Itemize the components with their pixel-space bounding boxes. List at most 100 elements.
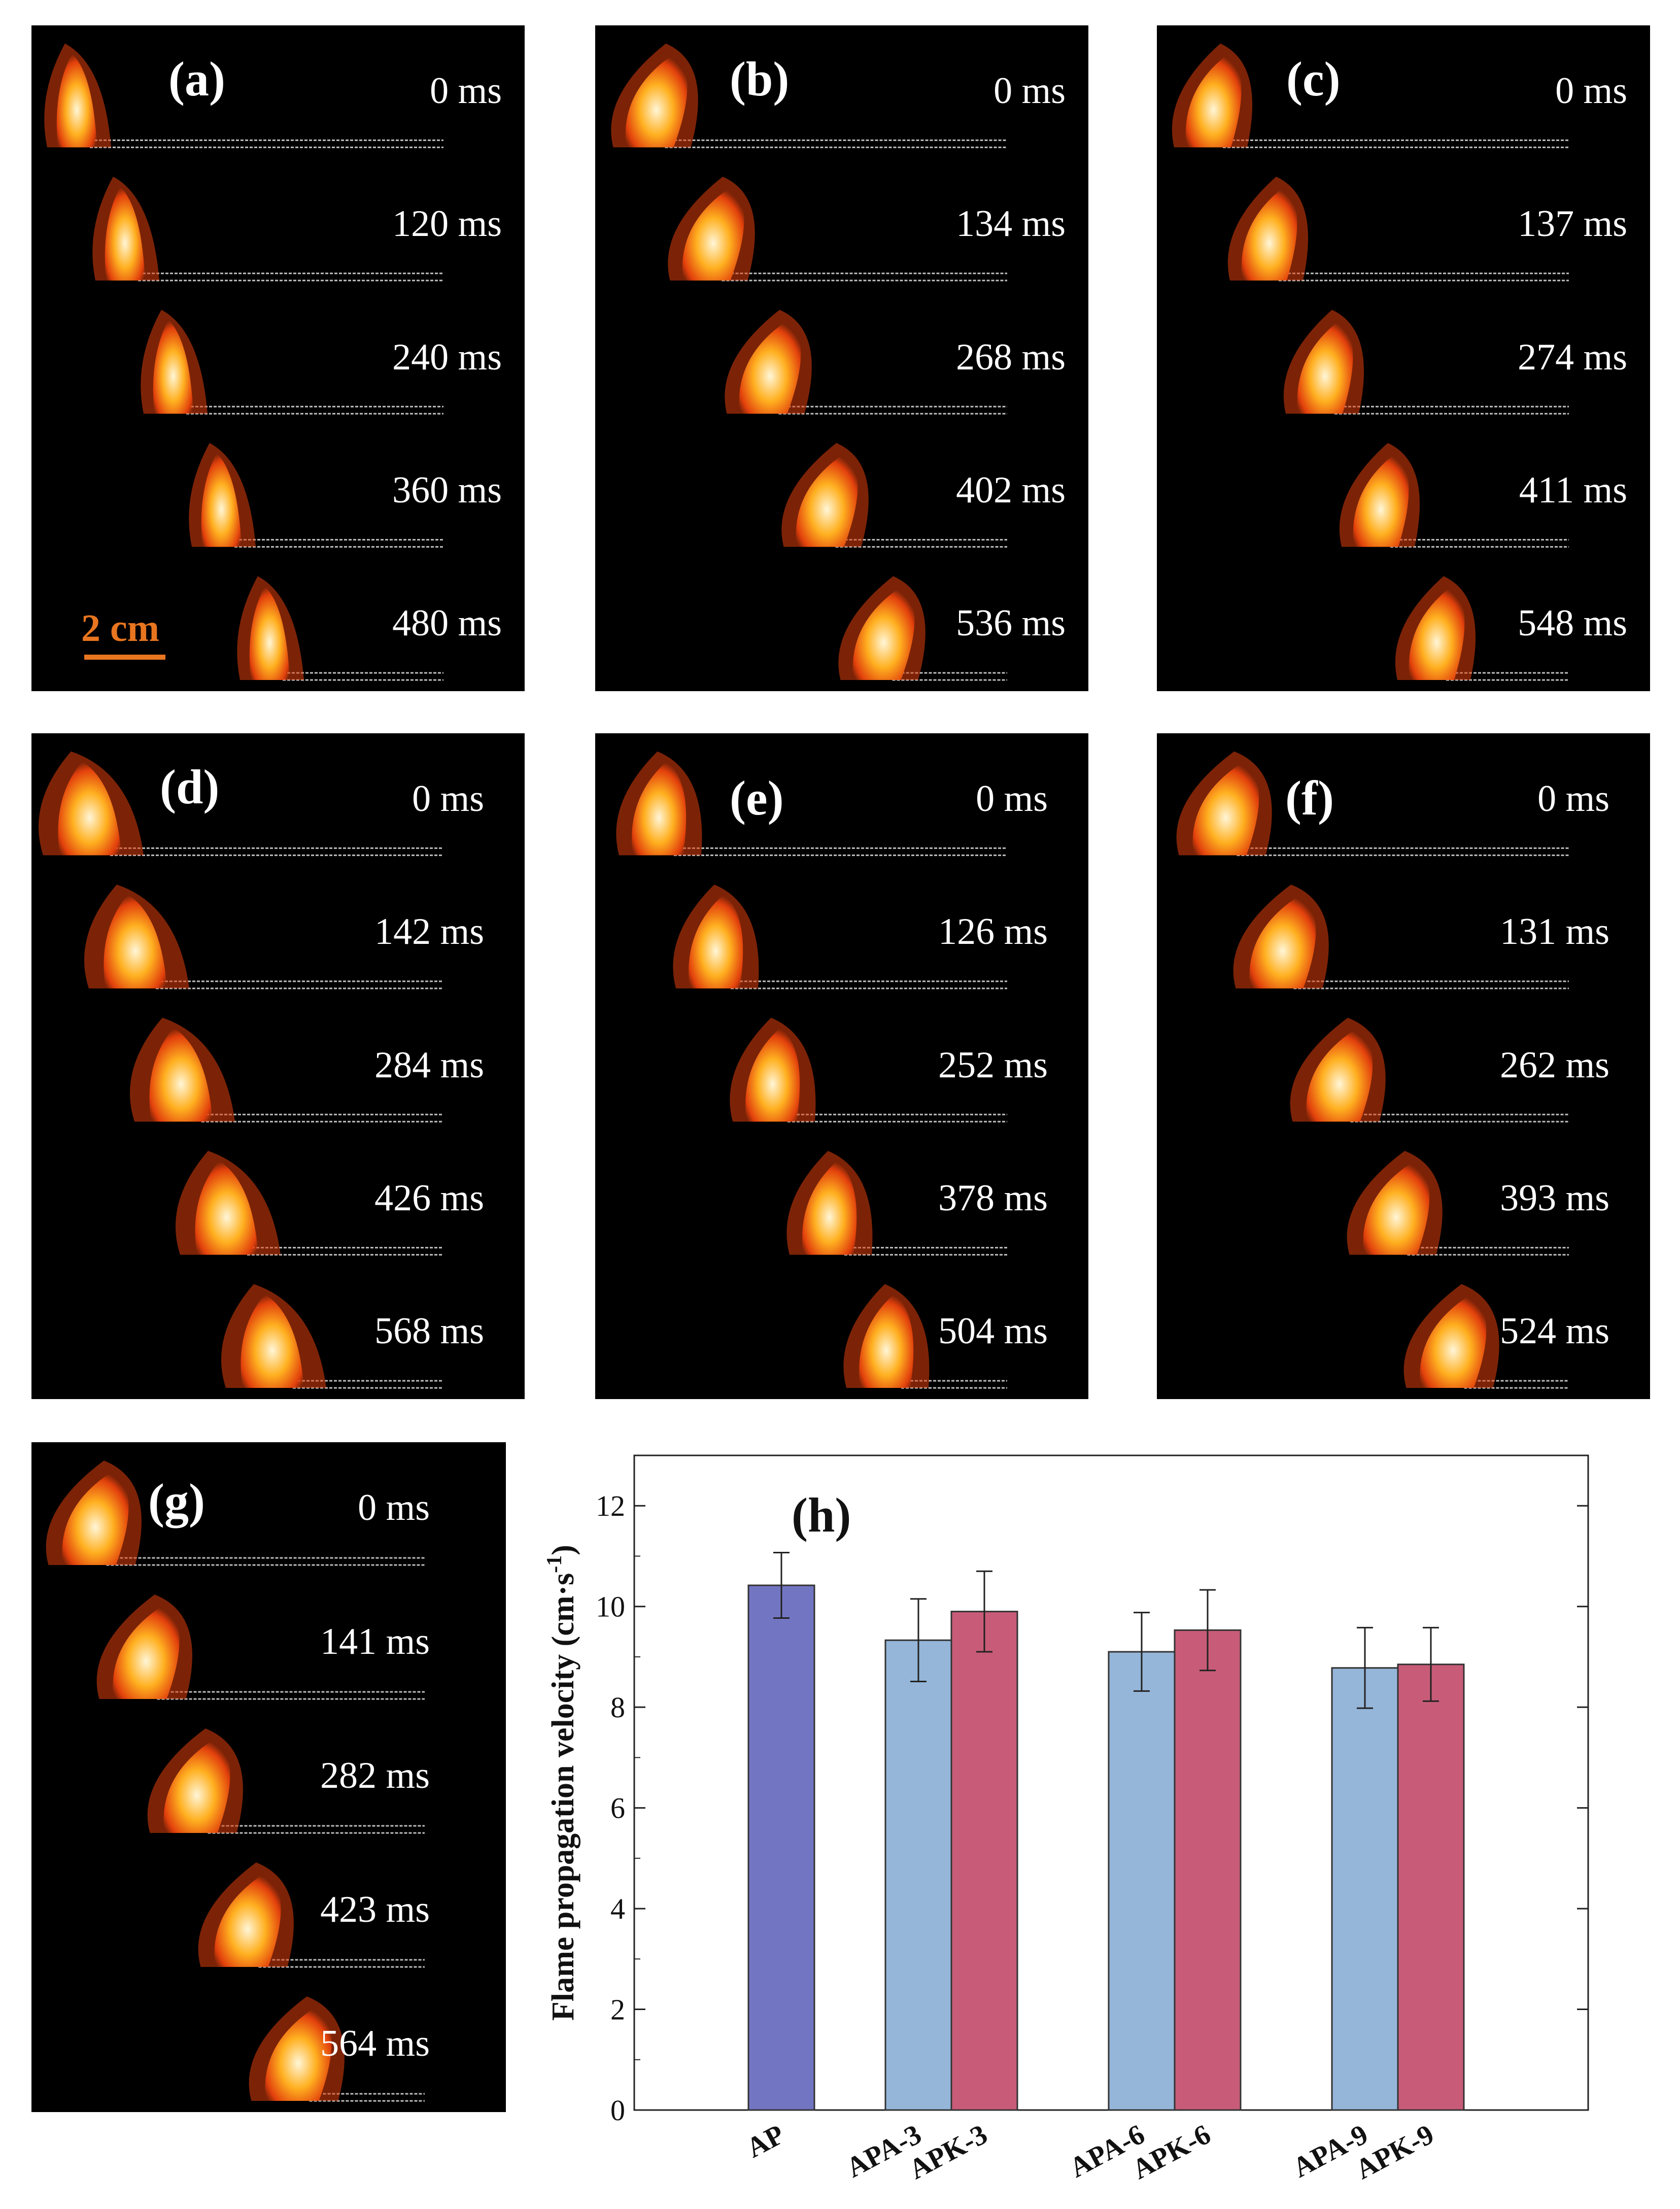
flame-panel-f: (f) 0 ms 131 ms 262 ms 393 ms 524 ms — [1157, 733, 1650, 1399]
time-label: 268 ms — [956, 336, 1066, 378]
flame-panel-a: (a) 0 ms 120 ms 240 ms 360 ms 480 ms 2 cm — [31, 25, 525, 691]
time-label: 0 ms — [1537, 777, 1609, 820]
flame-core — [1297, 320, 1353, 414]
time-label: 568 ms — [374, 1310, 484, 1352]
time-label: 126 ms — [938, 911, 1048, 953]
bar-ap — [747, 1584, 815, 2111]
time-label: 0 ms — [1555, 70, 1627, 112]
y-tick-label: 10 — [596, 1590, 625, 1623]
flame-core — [249, 586, 290, 680]
time-label: 524 ms — [1500, 1310, 1609, 1352]
flame-panel-g: (g) 0 ms 141 ms 282 ms 423 ms 564 ms — [31, 1442, 506, 2112]
flame-core — [195, 1161, 258, 1255]
panel-letter: (e) — [730, 771, 784, 825]
flame-core — [105, 187, 145, 281]
flame-core — [745, 1028, 800, 1122]
flame-panel-d: (d) 0 ms 142 ms 284 ms 426 ms 568 ms — [31, 733, 525, 1399]
flame-core — [1192, 761, 1259, 856]
flame-core — [58, 761, 121, 856]
scale-bar — [84, 655, 165, 660]
flame-core — [62, 1471, 129, 1565]
flame-core — [739, 320, 801, 414]
time-label: 564 ms — [320, 2023, 430, 2065]
y-tick-label: 2 — [610, 1993, 625, 2026]
flame-core — [1306, 1028, 1373, 1122]
time-label: 141 ms — [320, 1621, 430, 1663]
x-tick-label: AP — [741, 2119, 790, 2164]
time-label: 480 ms — [392, 602, 502, 644]
flame-core — [1409, 586, 1465, 680]
panel-letter: (b) — [730, 52, 790, 106]
time-label: 548 ms — [1518, 602, 1627, 644]
time-label: 0 ms — [430, 70, 502, 112]
time-label: 411 ms — [1519, 469, 1627, 512]
flame-core — [859, 1294, 914, 1388]
flame-core — [1363, 1161, 1430, 1255]
flame-core — [201, 453, 242, 547]
time-label: 142 ms — [374, 911, 484, 953]
flame-core — [241, 1294, 304, 1388]
flame-sequence-graphic — [39, 751, 443, 1389]
flame-core — [265, 2007, 332, 2101]
time-label: 131 ms — [1500, 911, 1609, 953]
time-label: 137 ms — [1518, 203, 1627, 245]
flame-core — [689, 895, 743, 989]
time-label: 504 ms — [938, 1310, 1048, 1352]
panel-letter: (d) — [160, 760, 220, 814]
y-tick-label: 4 — [610, 1892, 625, 1925]
flame-core — [796, 453, 858, 547]
flame-core — [1185, 53, 1242, 148]
time-label: 252 ms — [938, 1044, 1048, 1086]
panel-letter: (g) — [148, 1474, 205, 1528]
time-label: 393 ms — [1500, 1177, 1609, 1219]
y-tick-label: 0 — [610, 2094, 625, 2127]
flame-sequence-graphic — [44, 43, 443, 681]
time-label: 134 ms — [956, 203, 1066, 245]
flame-sequence-graphic — [1172, 43, 1569, 681]
flame-core — [1249, 895, 1316, 989]
bar-apk-9 — [1397, 1663, 1465, 2111]
time-label: 0 ms — [993, 70, 1066, 112]
time-label: 423 ms — [320, 1889, 430, 1931]
time-label: 120 ms — [392, 203, 502, 245]
time-label: 426 ms — [374, 1177, 484, 1219]
flame-sequence-graphic — [611, 43, 1007, 681]
panel-letter: (f) — [1285, 771, 1334, 825]
flame-core — [149, 1028, 213, 1122]
time-label: 0 ms — [358, 1487, 430, 1529]
panel-letter: (a) — [168, 52, 225, 106]
time-label: 284 ms — [374, 1044, 484, 1086]
time-label: 0 ms — [412, 777, 484, 820]
time-label: 402 ms — [956, 469, 1066, 512]
y-axis-label: Flame propagation velocity (cm·s-1) — [543, 1545, 580, 2021]
flame-core — [1420, 1294, 1487, 1388]
flame-core — [104, 895, 167, 989]
time-label: 536 ms — [956, 602, 1066, 644]
y-tick-label: 8 — [610, 1691, 625, 1724]
time-label: 262 ms — [1500, 1044, 1609, 1086]
flame-core — [852, 586, 915, 680]
flame-core — [802, 1161, 857, 1255]
x-tick-label: APK-6 — [1127, 2119, 1216, 2186]
bar-apk-3 — [950, 1611, 1018, 2111]
scale-bar-label: 2 cm — [81, 607, 160, 650]
flame-core — [1353, 453, 1409, 547]
flame-core — [1241, 187, 1297, 281]
flame-core — [214, 1873, 281, 1967]
time-label: 240 ms — [392, 336, 502, 378]
time-label: 274 ms — [1518, 336, 1627, 378]
flame-core — [632, 761, 687, 856]
panel-letter: (c) — [1286, 52, 1341, 106]
flame-sequence-graphic — [616, 751, 1007, 1389]
flame-sequence-graphic — [1176, 751, 1569, 1389]
bar-apa-6 — [1108, 1651, 1176, 2111]
y-tick-label: 6 — [610, 1792, 625, 1825]
flame-core — [163, 1739, 230, 1833]
flame-core — [153, 320, 193, 414]
x-tick-label: APK-9 — [1350, 2119, 1439, 2186]
flame-core — [625, 53, 688, 148]
flame-panel-e: (e) 0 ms 126 ms 252 ms 378 ms 504 ms — [595, 733, 1088, 1399]
time-label: 378 ms — [938, 1177, 1048, 1219]
time-label: 360 ms — [392, 469, 502, 512]
